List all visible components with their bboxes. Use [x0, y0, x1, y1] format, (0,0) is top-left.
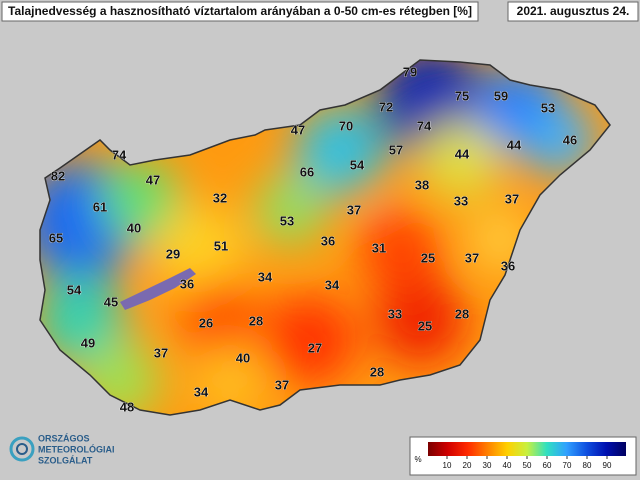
station-value: 37 [465, 250, 479, 265]
station-value: 36 [180, 276, 194, 291]
station-value: 25 [421, 250, 435, 265]
logo-line: ORSZÁGOS [38, 433, 90, 443]
station-value: 31 [372, 240, 386, 255]
colorbar-tick-label: 60 [543, 461, 552, 470]
station-value: 34 [258, 269, 273, 284]
station-value: 36 [501, 258, 515, 273]
station-value: 37 [154, 345, 168, 360]
station-value: 49 [81, 335, 95, 350]
station-value: 74 [417, 118, 432, 133]
station-value: 61 [93, 199, 107, 214]
station-value: 51 [214, 238, 228, 253]
station-value: 25 [418, 318, 432, 333]
colorbar-tick-label: 40 [503, 461, 512, 470]
colorbar-tick-label: 50 [523, 461, 532, 470]
station-value: 40 [236, 350, 250, 365]
station-value: 34 [194, 384, 209, 399]
station-value: 37 [275, 377, 289, 392]
colorbar-tick-label: 30 [483, 461, 492, 470]
station-value: 32 [213, 190, 227, 205]
station-value: 72 [379, 99, 393, 114]
station-value: 75 [455, 88, 469, 103]
station-value: 54 [67, 282, 82, 297]
station-value: 57 [389, 142, 403, 157]
station-value: 27 [308, 340, 322, 355]
colorbar-tick-label: 20 [463, 461, 472, 470]
colorbar [428, 442, 626, 456]
lake-balaton [120, 268, 196, 310]
station-value: 26 [199, 315, 213, 330]
title: Talajnedvesség a hasznosítható víztartal… [8, 4, 472, 18]
colorbar-tick-label: 80 [583, 461, 592, 470]
station-value: 47 [146, 172, 160, 187]
station-value: 59 [494, 88, 508, 103]
station-value: 45 [104, 294, 118, 309]
station-value: 66 [300, 164, 314, 179]
station-value: 53 [280, 213, 294, 228]
date: 2021. augusztus 24. [517, 4, 630, 18]
date-box [507, 1, 639, 22]
station-value: 46 [563, 132, 577, 147]
legend-unit: % [414, 455, 421, 464]
station-value: 33 [454, 193, 468, 208]
station-value: 65 [49, 230, 63, 245]
station-value: 29 [166, 246, 180, 261]
station-value: 53 [541, 100, 555, 115]
colorbar-tick-label: 70 [563, 461, 572, 470]
station-value: 36 [321, 233, 335, 248]
station-value: 34 [325, 277, 340, 292]
station-value: 44 [507, 137, 522, 152]
station-value: 38 [415, 177, 429, 192]
station-value: 74 [112, 147, 127, 162]
station-value: 33 [388, 306, 402, 321]
station-value: 37 [347, 202, 361, 217]
station-value: 48 [120, 399, 134, 414]
station-value: 82 [51, 168, 65, 183]
station-value: 54 [350, 157, 365, 172]
title-box [1, 1, 479, 22]
station-value: 37 [505, 191, 519, 206]
station-value: 79 [403, 64, 417, 79]
station-value: 70 [339, 118, 353, 133]
station-value: 28 [370, 364, 384, 379]
station-value: 40 [127, 220, 141, 235]
station-value: 28 [455, 306, 469, 321]
logo: ORSZÁGOS METEOROLÓGIAI SZOLGÁLAT [9, 433, 115, 465]
station-value: 44 [455, 146, 470, 161]
station-value: 28 [249, 313, 263, 328]
colorbar-tick-label: 10 [443, 461, 452, 470]
station-value: 47 [291, 122, 305, 137]
logo-line: METEOROLÓGIAI [38, 443, 115, 454]
colorbar-tick-label: 90 [603, 461, 612, 470]
logo-line: SZOLGÁLAT [38, 455, 93, 465]
